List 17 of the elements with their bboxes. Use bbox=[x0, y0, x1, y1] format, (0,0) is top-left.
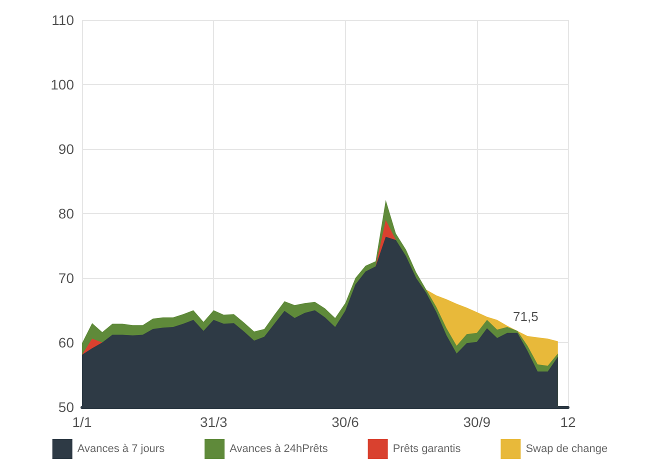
x-tick-label: 30/9 bbox=[463, 414, 491, 430]
y-tick-label: 70 bbox=[58, 270, 74, 286]
annotation: 71,5 bbox=[513, 309, 538, 324]
legend-label: Swap de change bbox=[526, 443, 608, 455]
x-tick-label: 31/3 bbox=[200, 414, 228, 430]
y-tick-label: 100 bbox=[50, 76, 74, 92]
y-tick-label: 60 bbox=[58, 334, 74, 350]
x-tick-label: 30/6 bbox=[332, 414, 360, 430]
y-tick-label: 90 bbox=[58, 141, 74, 157]
y-tick-label: 80 bbox=[58, 206, 74, 222]
legend-label: Avances à 24hPrêts bbox=[230, 443, 328, 455]
legend-label: Prêts garantis bbox=[392, 443, 462, 455]
y-tick-label: 110 bbox=[52, 12, 74, 28]
y-tick-label: 50 bbox=[58, 399, 74, 415]
legend-label: Avances à 7 jours bbox=[77, 443, 166, 455]
x-tick-label: 1/1 bbox=[72, 414, 92, 430]
x-tick-label: 12 bbox=[560, 414, 576, 430]
